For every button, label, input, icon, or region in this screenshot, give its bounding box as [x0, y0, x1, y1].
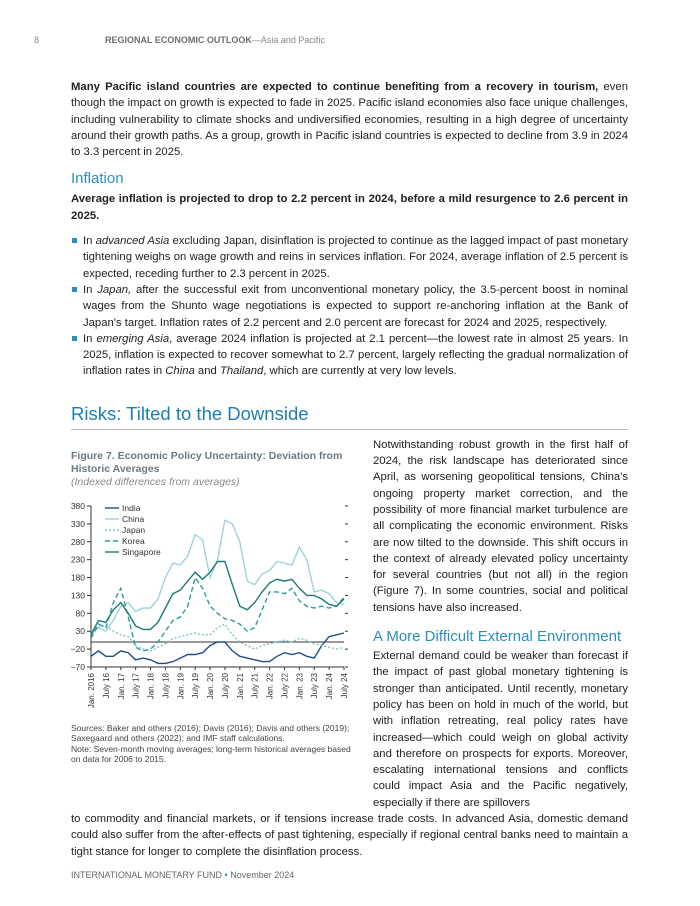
y-tick-label: 30: [76, 626, 86, 636]
y-tick-label: −20: [71, 644, 86, 654]
publication-subtitle: —Asia and Pacific: [251, 35, 325, 45]
risks-column: Notwithstanding robust growth in the fir…: [373, 437, 628, 811]
policy-uncertainty-chart: −70 −20 30 80 130 180 230 280 330 380 Jan. 2016 Jul…: [71, 501, 349, 708]
footer-org: INTERNATIONAL MONETARY FUND: [71, 869, 223, 880]
bullet-advanced-asia: In advanced Asia excluding Japan, disinf…: [71, 233, 628, 282]
series-line-japan: [90, 622, 345, 652]
risks-paragraph-1: Notwithstanding robust growth in the fir…: [373, 438, 628, 614]
bullet-square-icon: [72, 238, 77, 244]
x-tick-label: July 18: [161, 672, 170, 698]
x-tick-label: July 17: [132, 672, 141, 698]
x-tick-label: Jan. 19: [176, 672, 185, 699]
inflation-bullets: In advanced Asia excluding Japan, disinf…: [71, 233, 628, 380]
x-tick-label: July 16: [102, 672, 111, 698]
y-tick-label: 230: [71, 554, 85, 564]
x-tick-label: Jan. 24: [325, 672, 334, 699]
inflation-lead: Average inflation is projected to drop t…: [71, 193, 628, 222]
bullet-japan: In Japan, after the successful exit from…: [71, 282, 628, 331]
x-tick-label: Jan. 17: [117, 672, 126, 699]
footer-date: November 2024: [230, 869, 295, 880]
y-tick-label: −70: [71, 662, 86, 672]
legend-label-korea: Korea: [122, 536, 145, 546]
y-tick-label: 280: [71, 537, 85, 547]
page-number: 8: [34, 35, 40, 45]
footer-separator: •: [224, 869, 228, 880]
y-tick-label: 80: [76, 608, 86, 618]
top-section: Many Pacific island countries are expect…: [71, 79, 628, 430]
x-tick-label: July 21: [251, 672, 260, 698]
legend-label-india: India: [122, 503, 141, 513]
legend-label-singapore: Singapore: [122, 547, 161, 557]
series-line-korea: [90, 575, 345, 652]
x-tick-label: July 24: [340, 672, 349, 698]
series-line-india: [90, 632, 345, 664]
intro-text: even though the impact on growth is expe…: [71, 81, 628, 159]
y-tick-label: 380: [71, 501, 85, 511]
legend-label-japan: Japan: [122, 525, 145, 535]
x-tick-label: Jan. 20: [206, 672, 215, 699]
footer: INTERNATIONAL MONETARY FUND • November 2…: [71, 870, 294, 880]
x-tick-label: Jan. 18: [147, 672, 156, 699]
x-tick-label: Jan. 21: [236, 672, 245, 699]
risks-paragraph-3: to commodity and financial markets, or i…: [71, 812, 628, 858]
series-line-singapore: [90, 560, 345, 635]
y-tick-label: 130: [71, 590, 85, 600]
external-environment-heading: A More Difficult External Environment: [373, 628, 622, 646]
x-tick-label: July 20: [221, 672, 230, 698]
publication-title: REGIONAL ECONOMIC OUTLOOK: [105, 35, 252, 45]
running-header: 8 REGIONAL ECONOMIC OUTLOOK—Asia and Pac…: [34, 35, 325, 45]
intro-lead: Many Pacific island countries are expect…: [71, 81, 599, 93]
x-tick-label: July 19: [191, 672, 200, 698]
section-divider: [71, 428, 628, 430]
legend-label-china: China: [122, 514, 144, 524]
risks-heading: Risks: Tilted to the Downside: [71, 402, 309, 424]
inflation-heading: Inflation: [71, 170, 124, 188]
series-line-china: [90, 519, 345, 636]
x-tick-label: Jan. 22: [266, 672, 275, 699]
figure-sources: Sources: Baker and others (2016); Davis …: [71, 722, 351, 765]
x-tick-label: Jan. 23: [295, 672, 304, 699]
bullet-emerging-asia: In emerging Asia, average 2024 inflation…: [71, 331, 628, 380]
y-tick-label: 180: [71, 572, 85, 582]
x-tick-label: Jan. 2016: [87, 672, 96, 708]
bullet-square-icon: [72, 286, 77, 292]
intro-paragraph: Many Pacific island countries are expect…: [71, 79, 628, 160]
x-tick-label: July 23: [310, 672, 319, 698]
figure-subtitle: (Indexed differences from averages): [71, 475, 240, 488]
x-tick-label: July 22: [280, 672, 289, 698]
risks-paragraph-2: External demand could be weaker than for…: [373, 650, 628, 809]
figure-title: Figure 7. Economic Policy Uncertainty: D…: [71, 449, 343, 475]
y-tick-label: 330: [71, 519, 85, 529]
figure-7: Figure 7. Economic Policy Uncertainty: D…: [71, 450, 356, 765]
bullet-square-icon: [72, 335, 77, 341]
